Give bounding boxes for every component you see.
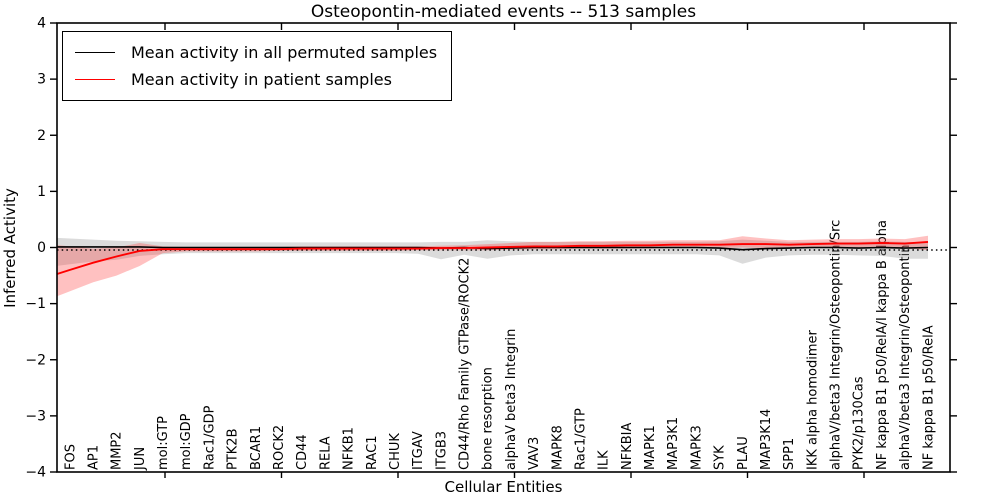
- x-tick-label: mol:GDP: [179, 413, 194, 470]
- x-tick-label: RELA: [318, 436, 333, 470]
- x-tick-label: alphaV/beta3 Integrin/Osteopontin: [898, 245, 913, 470]
- x-tick-label: MAP3K14: [759, 409, 774, 470]
- x-tick-label: PTK2B: [226, 429, 241, 471]
- legend-entry-patient: Mean activity in patient samples: [75, 66, 437, 93]
- legend-label-permuted: Mean activity in all permuted samples: [131, 43, 438, 62]
- x-tick-label: MMP2: [110, 431, 125, 470]
- y-tick-label: −3: [25, 408, 46, 424]
- x-tick-label: MAPK1: [643, 425, 658, 470]
- y-tick-label: 3: [37, 72, 46, 88]
- permuted-line-swatch: [75, 52, 115, 53]
- y-tick-label: 4: [37, 16, 46, 32]
- x-tick-label: NFKB1: [342, 427, 357, 470]
- legend-box: Mean activity in all permuted samples Me…: [62, 31, 453, 101]
- x-tick-label: NFKBIA: [620, 423, 635, 470]
- x-tick-label: ROCK2: [272, 425, 287, 470]
- y-tick-label: −2: [25, 352, 46, 368]
- x-tick-label: SYK: [713, 445, 728, 470]
- x-tick-label: CD44/Rho Family GTPase/ROCK2: [458, 258, 473, 470]
- x-tick-label: VAV3: [527, 437, 542, 470]
- x-tick-label: JUN: [133, 447, 148, 471]
- permuted-mean-line: [57, 246, 929, 251]
- y-tick-label: 1: [37, 184, 46, 200]
- x-tick-label: NF kappa B1 p50/RelA: [921, 325, 936, 470]
- x-tick-label: ITGB3: [434, 431, 449, 470]
- chart-title: Osteopontin-mediated events -- 513 sampl…: [310, 2, 697, 22]
- x-tick-label: RAC1: [365, 435, 380, 470]
- x-tick-label: NF kappa B1 p50/RelA/I kappa B alpha: [875, 220, 890, 470]
- legend-label-patient: Mean activity in patient samples: [131, 70, 392, 89]
- x-tick-label: PYK2/p130Cas: [852, 376, 867, 470]
- y-tick-label: 0: [37, 240, 46, 256]
- x-tick-label: ITGAV: [411, 431, 426, 470]
- y-tick-label: 2: [37, 128, 46, 144]
- patient-confidence-band: [57, 235, 928, 297]
- x-tick-label: mol:GTP: [156, 416, 171, 470]
- x-tick-label: MAPK3: [689, 425, 704, 470]
- x-tick-label: alphaV beta3 Integrin: [504, 329, 519, 470]
- x-tick-label: FOS: [63, 444, 78, 470]
- x-tick-label: PLAU: [736, 436, 751, 470]
- x-tick-label: Rac1/GTP: [573, 408, 588, 470]
- patient-line-swatch: [75, 79, 115, 80]
- x-tick-label: IKK alpha homodimer: [805, 329, 820, 470]
- x-tick-label: alphaV/beta3 Integrin/Osteopontin/Src: [829, 220, 844, 470]
- x-tick-label: ILK: [597, 450, 612, 470]
- y-tick-label: −4: [25, 465, 46, 481]
- x-tick-label: BCAR1: [249, 426, 264, 470]
- y-tick-label: −1: [25, 296, 46, 312]
- patient-mean-line: [56, 240, 929, 275]
- x-tick-label: MAPK8: [550, 425, 565, 470]
- x-tick-label: CD44: [295, 434, 310, 470]
- x-axis-label: Cellular Entities: [444, 478, 563, 496]
- x-tick-label: MAP3K1: [666, 417, 681, 470]
- x-tick-label: Rac1/GDP: [202, 405, 217, 470]
- x-tick-label: bone resorption: [481, 367, 496, 470]
- legend-entry-permuted: Mean activity in all permuted samples: [75, 39, 437, 66]
- x-tick-label: SPP1: [782, 438, 797, 470]
- x-tick-label: AP1: [86, 445, 101, 470]
- x-tick-label: CHUK: [388, 433, 403, 470]
